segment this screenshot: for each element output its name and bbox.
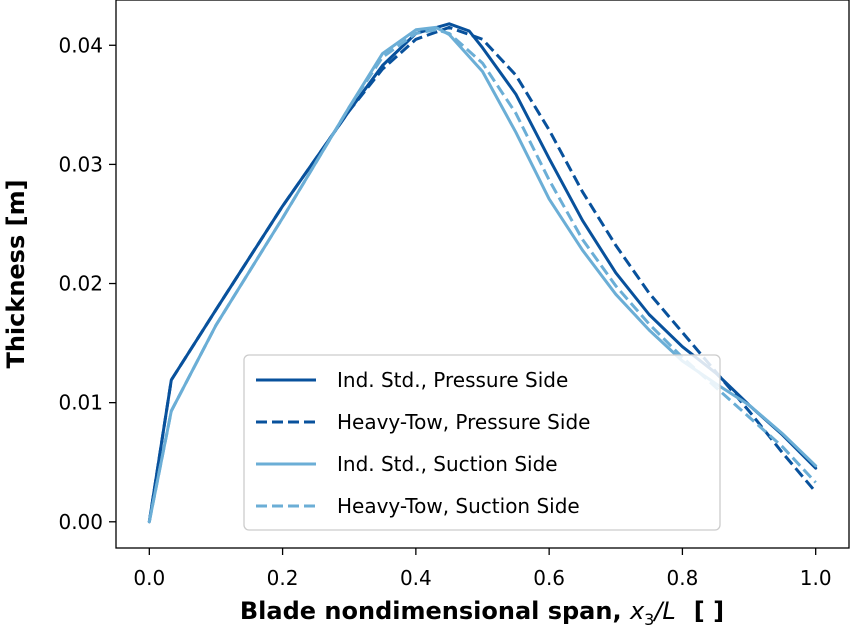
x-axis-ticks: 0.0 0.2 0.4 0.6 0.8 1.0 <box>133 548 832 590</box>
y-tick-label: 0.03 <box>58 152 103 176</box>
y-tick-label: 0.02 <box>58 272 103 296</box>
legend-items: Ind. Std., Pressure Side Heavy-Tow, Press… <box>256 368 590 518</box>
x-tick-label: 0.0 <box>133 566 165 590</box>
x-tick-label: 0.2 <box>267 566 299 590</box>
legend-label: Heavy-Tow, Suction Side <box>337 494 580 518</box>
legend-label: Heavy-Tow, Pressure Side <box>337 410 590 434</box>
plot-area-frame <box>115 0 850 549</box>
x-axis-title-unit: [ ] <box>694 597 724 625</box>
y-axis-ticks: 0.00 0.01 0.02 0.03 0.04 <box>58 33 116 534</box>
x-tick-label: 0.4 <box>400 566 432 590</box>
x-axis-title: Blade nondimensional span, x3/L [ ] <box>240 597 724 625</box>
y-tick-label: 0.04 <box>58 33 103 57</box>
x-tick-label: 0.6 <box>533 566 565 590</box>
x-axis-title-sub: 3 <box>644 610 654 625</box>
x-tick-label: 1.0 <box>800 566 832 590</box>
legend-label: Ind. Std., Suction Side <box>337 452 558 476</box>
x-tick-label: 0.8 <box>667 566 699 590</box>
y-tick-label: 0.01 <box>58 391 103 415</box>
x-axis-title-tail: /L <box>652 597 675 625</box>
x-axis-title-var: x <box>629 597 645 625</box>
y-axis-title: Thickness [m] <box>2 179 30 368</box>
y-tick-label: 0.00 <box>58 510 103 534</box>
legend-label: Ind. Std., Pressure Side <box>337 368 568 392</box>
legend: Ind. Std., Pressure Side Heavy-Tow, Press… <box>243 354 721 531</box>
legend-box <box>243 354 721 531</box>
x-axis-title-main: Blade nondimensional span, <box>240 597 630 625</box>
